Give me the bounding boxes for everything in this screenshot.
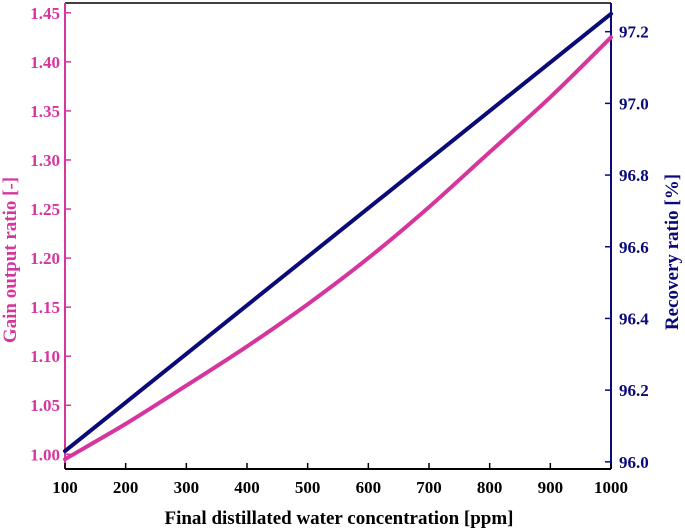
left-y-tick-label: 1.00 (30, 445, 60, 464)
right-y-tick-label: 96.6 (619, 238, 649, 257)
left-y-tick-label: 1.40 (30, 53, 60, 72)
x-tick-label: 100 (52, 478, 78, 497)
left-y-tick-label: 1.35 (30, 102, 60, 121)
right-y-tick-label: 96.4 (619, 309, 649, 328)
left-y-axis-ticks: 1.00 1.05 1.10 1.15 1.20 1.25 1.30 1.35 1.40 1.45 (30, 4, 71, 464)
x-tick-label: 900 (538, 478, 564, 497)
left-y-tick-label: 1.05 (30, 396, 60, 415)
right-y-tick-label: 97.0 (619, 94, 649, 113)
x-tick-label: 700 (416, 478, 442, 497)
x-axis-ticks: 100 200 300 400 500 600 700 800 900 1000 (52, 463, 628, 497)
x-tick-label: 800 (477, 478, 503, 497)
x-tick-label: 500 (295, 478, 321, 497)
x-tick-label: 200 (113, 478, 139, 497)
left-y-tick-label: 1.45 (30, 4, 60, 23)
left-y-tick-label: 1.20 (30, 249, 60, 268)
left-y-tick-label: 1.30 (30, 151, 60, 170)
right-y-tick-label: 96.2 (619, 381, 649, 400)
right-y-tick-label: 96.0 (619, 453, 649, 472)
x-tick-label: 300 (174, 478, 200, 497)
left-y-axis-title: Gain output ratio [-] (0, 177, 21, 343)
recovery-ratio-line (63, 11, 613, 454)
x-tick-label: 1000 (594, 478, 628, 497)
gain-output-ratio-line (63, 35, 613, 462)
right-y-axis-ticks: 96.0 96.2 96.4 96.6 96.8 97.0 97.2 (605, 23, 649, 472)
x-tick-label: 400 (234, 478, 260, 497)
right-y-tick-label: 96.8 (619, 166, 649, 185)
right-y-axis-title: Recovery ratio [%] (662, 174, 683, 330)
left-y-tick-label: 1.10 (30, 347, 60, 366)
x-axis-title: Final distillated water concentration [p… (164, 508, 513, 529)
series-layer (63, 11, 613, 462)
x-tick-label: 600 (356, 478, 382, 497)
left-y-tick-label: 1.15 (30, 298, 60, 317)
left-y-tick-label: 1.25 (30, 200, 60, 219)
right-y-tick-label: 97.2 (619, 23, 649, 42)
plot-frame (64, 2, 612, 470)
